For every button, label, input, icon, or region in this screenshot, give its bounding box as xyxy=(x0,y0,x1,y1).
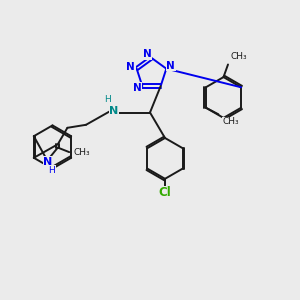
Text: CH₃: CH₃ xyxy=(74,148,90,157)
Text: N: N xyxy=(126,62,135,72)
Text: N: N xyxy=(167,61,175,71)
Text: CH₃: CH₃ xyxy=(222,117,239,126)
Text: N: N xyxy=(43,157,52,167)
Text: Cl: Cl xyxy=(159,186,171,200)
Text: H: H xyxy=(104,95,111,104)
Text: CH₃: CH₃ xyxy=(230,52,247,61)
Text: H: H xyxy=(48,166,55,175)
Text: N: N xyxy=(110,106,118,116)
Text: N: N xyxy=(133,82,141,93)
Text: N: N xyxy=(142,49,152,59)
